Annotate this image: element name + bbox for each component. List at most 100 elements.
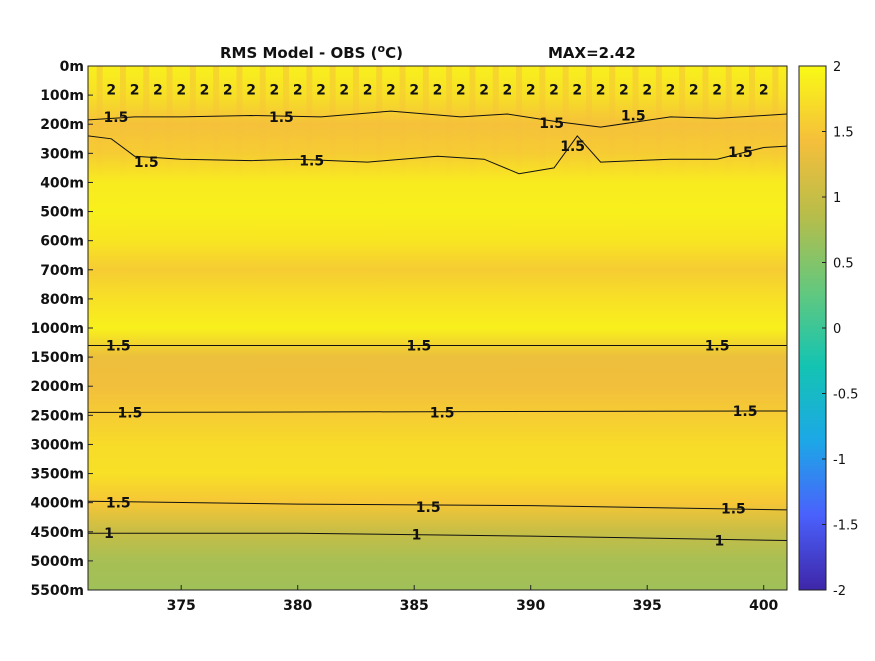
x-axis: 375 380 385 390 395 400 xyxy=(167,585,779,614)
contour-label: 1.5 xyxy=(118,405,143,421)
x-tick-label: 400 xyxy=(749,598,778,614)
contour-label: 1.5 xyxy=(299,154,324,170)
x-tick-label: 390 xyxy=(516,598,545,614)
contour-label: 2 xyxy=(176,82,186,98)
contour-label: 2 xyxy=(339,82,349,98)
surface-stripe xyxy=(329,66,336,177)
contour-label: 2 xyxy=(316,82,326,98)
y-tick-label: 1000m xyxy=(30,321,84,337)
y-tick-label: 4000m xyxy=(30,496,84,512)
surface-stripe xyxy=(213,66,220,177)
contour-label: 2 xyxy=(130,82,140,98)
surface-stripe xyxy=(539,66,546,177)
contour-label: 2 xyxy=(456,82,466,98)
surface-stripe xyxy=(655,66,662,177)
y-tick-label: 0m xyxy=(60,59,84,75)
y-tick-label: 500m xyxy=(40,205,84,221)
surface-stripe xyxy=(749,66,756,177)
contour-label: 1.5 xyxy=(733,404,758,420)
contour-label: 1.5 xyxy=(106,496,131,512)
y-tick-label: 3000m xyxy=(30,437,84,453)
contour-label: 1.5 xyxy=(106,338,131,354)
contour-label: 2 xyxy=(223,82,233,98)
contour-label: 1 xyxy=(104,526,114,542)
colorbar-tick-label: -1 xyxy=(833,453,846,468)
contour-label: 1.5 xyxy=(560,139,585,155)
surface-stripe xyxy=(632,66,639,177)
x-tick-label: 375 xyxy=(167,598,196,614)
y-tick-label: 100m xyxy=(40,88,84,104)
surface-stripe xyxy=(352,66,359,177)
colorbar-tick-label: -0.5 xyxy=(833,388,858,403)
contour-label: 2 xyxy=(689,82,699,98)
y-tick-label: 2000m xyxy=(30,379,84,395)
contour-label: 2 xyxy=(200,82,210,98)
contour-label: 2 xyxy=(503,82,513,98)
contour-label: 1.5 xyxy=(406,338,431,354)
surface-stripe xyxy=(189,66,196,177)
colorbar-tick-label: 1 xyxy=(833,191,841,206)
x-tick-label: 380 xyxy=(283,598,312,614)
surface-stripe xyxy=(679,66,686,177)
y-tick-label: 3500m xyxy=(30,467,84,483)
contour-label: 2 xyxy=(153,82,163,98)
contour-label: 2 xyxy=(666,82,676,98)
y-tick-label: 400m xyxy=(40,175,84,191)
surface-stripe xyxy=(399,66,406,177)
contour-label: 1.5 xyxy=(705,338,730,354)
colorbar-tick-label: -2 xyxy=(833,584,846,599)
contour-label: 2 xyxy=(293,82,303,98)
y-tick-label: 800m xyxy=(40,292,84,308)
contour-label: 2 xyxy=(106,82,116,98)
contour-line xyxy=(88,410,787,413)
colorbar-tick-label: 1.5 xyxy=(833,126,854,141)
y-tick-label: 4500m xyxy=(30,525,84,541)
contour-line xyxy=(88,500,787,511)
contour-label: 2 xyxy=(246,82,256,98)
x-tick-label: 395 xyxy=(633,598,662,614)
colorbar-tick-label: -1.5 xyxy=(833,519,858,534)
contour-label: 1.5 xyxy=(269,110,294,126)
contour-label: 2 xyxy=(572,82,582,98)
colorbar-tick-label: 0.5 xyxy=(833,257,854,272)
contour-label: 1.5 xyxy=(104,110,129,126)
y-tick-label: 300m xyxy=(40,146,84,162)
colorbar-scale xyxy=(798,65,827,591)
contour-line xyxy=(88,532,787,541)
contour-label: 2 xyxy=(433,82,443,98)
contour-label: 2 xyxy=(736,82,746,98)
contour-lines xyxy=(88,110,787,541)
plot-area: 2 2 2 2 2 2 2 2 2 2 2 2 2 2 2 2 2 2 2 2 2 2 2 2 2 2 2 2 21.5 1.5 1.5 1.… xyxy=(88,66,787,590)
contour-labels: 2 2 2 2 2 2 2 2 2 2 2 2 2 2 2 2 2 2 2 2 2 2 2 2 2 2 2 2 21.5 1.5 1.5 1.… xyxy=(104,82,769,549)
colorbar-tick-label: 2 xyxy=(833,60,841,75)
surface-stripe xyxy=(166,66,173,177)
y-tick-label: 5000m xyxy=(30,554,84,570)
surface-stripe xyxy=(772,66,779,177)
y-tick-label: 700m xyxy=(40,263,84,279)
contour-label: 2 xyxy=(270,82,280,98)
y-tick-label: 5500m xyxy=(30,583,84,599)
contour-label: 2 xyxy=(642,82,652,98)
chart-title: RMS Model - OBS (oC) MAX=2.42 xyxy=(220,42,636,62)
surface-stripe xyxy=(609,66,616,177)
surface-stripe xyxy=(376,66,383,177)
colorbar-ticks: 2 1.5 1 0.5 0 -0.5 -1 -1.5 -2 xyxy=(822,60,858,599)
colorbar-tick-label: 0 xyxy=(833,322,841,337)
surface-stripe xyxy=(283,66,290,177)
contour-label: 1.5 xyxy=(134,155,159,171)
surface-stripe xyxy=(143,66,150,177)
title-text: RMS Model - OBS (oC) xyxy=(220,42,403,62)
y-tick-label: 600m xyxy=(40,234,84,250)
contour-label: 2 xyxy=(409,82,419,98)
surface-stripe xyxy=(702,66,709,177)
x-tick-label: 385 xyxy=(400,598,429,614)
contour-label: 1.5 xyxy=(728,145,753,161)
contour-line xyxy=(88,135,787,175)
max-label: MAX=2.42 xyxy=(548,44,636,62)
surface-stripe xyxy=(725,66,732,177)
contour-label: 2 xyxy=(386,82,396,98)
contour-label: 2 xyxy=(712,82,722,98)
surface-stripe xyxy=(585,66,592,177)
contour-label: 2 xyxy=(549,82,559,98)
